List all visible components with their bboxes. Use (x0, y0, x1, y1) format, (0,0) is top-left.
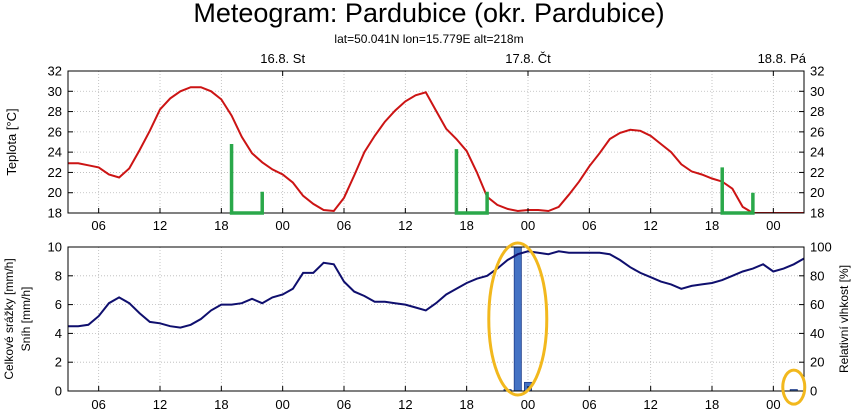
precipitation-bar (513, 246, 522, 392)
precip-plot-frame (67, 246, 805, 392)
temp-xtick-label: 18 (214, 218, 228, 233)
highlight-ellipse (781, 368, 807, 406)
humidity-ytick-label: 60 (810, 297, 824, 312)
temp-xtick-label: 18 (705, 218, 719, 233)
temp-xtick-label: 18 (459, 218, 473, 233)
temp-ytick-label-left: 26 (48, 124, 62, 139)
temp-xtick-label: 06 (337, 218, 351, 233)
highlight-ellipse (487, 241, 549, 397)
precip-ytick-label: 8 (55, 268, 62, 283)
temp-ytick-label-right: 20 (810, 185, 824, 200)
snow-ylabel: Sníh [mm/h] (19, 287, 33, 352)
temp-ytick-label-left: 30 (48, 84, 62, 99)
precip-xtick-label: 18 (459, 397, 473, 412)
precip-xtick-label: 06 (582, 397, 596, 412)
temp-ytick-label-left: 32 (48, 64, 62, 79)
temp-xtick-label: 00 (766, 218, 780, 233)
temp-xtick-label: 12 (153, 218, 167, 233)
temp-ytick-label-left: 28 (48, 104, 62, 119)
precip-xtick-label: 00 (521, 397, 535, 412)
precip-xtick-label: 18 (705, 397, 719, 412)
precip-xtick-label: 12 (153, 397, 167, 412)
temp-ytick-label-left: 22 (48, 165, 62, 180)
precip-ytick-label: 0 (55, 384, 62, 399)
humidity-ylabel: Relativní vlhkost [%] (837, 265, 851, 373)
temp-ytick-label-right: 22 (810, 165, 824, 180)
temp-ytick-label-right: 24 (810, 145, 824, 160)
temp-ytick-label-right: 28 (810, 104, 824, 119)
temp-plot-frame (67, 70, 805, 214)
temp-ytick-label-right: 32 (810, 64, 824, 79)
temp-ytick-label-left: 24 (48, 145, 62, 160)
precip-xtick-label: 12 (398, 397, 412, 412)
precip-xtick-label: 06 (91, 397, 105, 412)
precip-ytick-label: 4 (55, 326, 62, 341)
precip-xtick-label: 06 (337, 397, 351, 412)
date-label: 18.8. Pá (758, 51, 807, 66)
temp-xtick-label: 12 (643, 218, 657, 233)
temp-ytick-label-left: 18 (48, 206, 62, 221)
temp-xtick-label: 06 (582, 218, 596, 233)
precip-xtick-label: 12 (643, 397, 657, 412)
humidity-ytick-label: 80 (810, 268, 824, 283)
temp-ytick-label-right: 30 (810, 84, 824, 99)
humidity-ytick-label: 0 (810, 384, 817, 399)
temp-xtick-label: 06 (91, 218, 105, 233)
date-label: 17.8. Čt (505, 51, 551, 66)
green-bracket-marker (454, 149, 489, 215)
precip-xtick-label: 18 (214, 397, 228, 412)
precip-ytick-label: 10 (48, 240, 62, 255)
temp-xtick-label: 00 (521, 218, 535, 233)
precip-ytick-label: 6 (55, 297, 62, 312)
precip-xtick-label: 00 (766, 397, 780, 412)
green-bracket-marker (229, 144, 264, 215)
chart-subtitle: lat=50.041N lon=15.779E alt=218m (334, 32, 524, 46)
humidity-ytick-label: 40 (810, 326, 824, 341)
humidity-line (68, 250, 805, 329)
temp-ytick-label-right: 26 (810, 124, 824, 139)
green-bracket-marker (720, 167, 755, 215)
temp-xtick-label: 12 (398, 218, 412, 233)
temp-ylabel: Teplota [°C] (4, 108, 19, 175)
precip-ytick-label: 2 (55, 355, 62, 370)
temp-ytick-label-left: 20 (48, 185, 62, 200)
humidity-ytick-label: 100 (810, 240, 832, 255)
temp-xtick-label: 00 (275, 218, 289, 233)
date-label: 16.8. St (260, 51, 305, 66)
precip-ylabel: Celkové srážky [mm/h] (2, 258, 16, 379)
temperature-line (68, 86, 804, 213)
precip-xtick-label: 00 (275, 397, 289, 412)
temp-ytick-label-right: 18 (810, 206, 824, 221)
chart-title: Meteogram: Pardubice (okr. Pardubice) (193, 0, 665, 28)
humidity-ytick-label: 20 (810, 355, 824, 370)
